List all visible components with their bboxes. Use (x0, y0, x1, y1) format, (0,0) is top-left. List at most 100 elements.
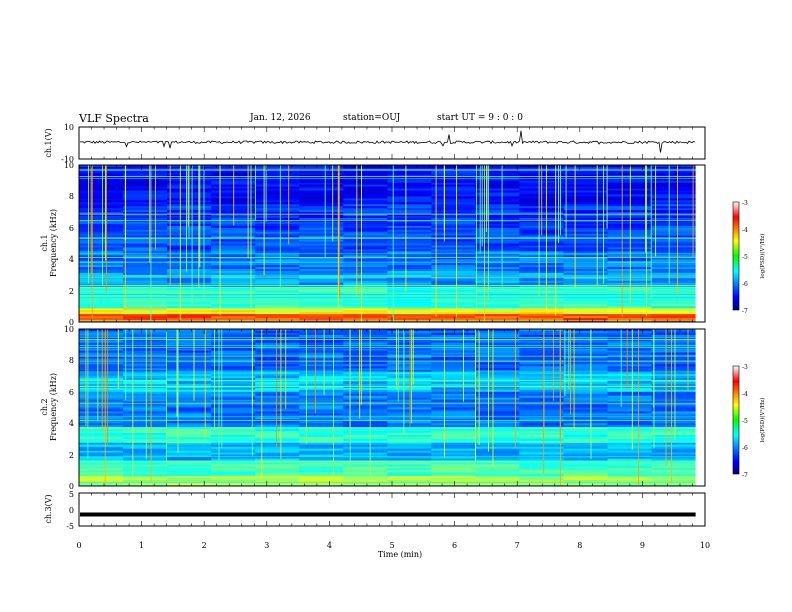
spectrogram-cell (343, 482, 388, 485)
ch3-ytick-m5: -5 (66, 522, 74, 531)
spectrogram-cell (519, 458, 564, 461)
spectrogram-cell (123, 208, 168, 211)
spectrogram-cell (519, 460, 564, 463)
spectrogram-cell (563, 407, 609, 410)
spectrogram-cell (255, 302, 300, 305)
spectrogram-cell (607, 206, 653, 209)
spectrogram-cell (387, 460, 432, 463)
spectrogram-cell (387, 227, 432, 231)
spectrogram-cell (431, 290, 476, 293)
spectrogram-cell (343, 221, 388, 225)
spectrogram-cell (343, 403, 388, 406)
ch2-ytick-4: 4 (69, 419, 74, 428)
spectrogram-cell (299, 302, 344, 305)
spectrogram-cell (607, 456, 653, 459)
spectrogram-cell (167, 276, 212, 280)
spectrogram-cell (387, 427, 432, 430)
spectrogram-cell (607, 192, 653, 195)
spectrogram-cell (255, 269, 300, 272)
spectrogram-cell (651, 200, 697, 203)
spectrogram-cell (79, 401, 124, 404)
spectrogram-cell (387, 286, 432, 289)
spectrogram-cell (431, 393, 476, 397)
spectrogram-cell (211, 251, 256, 254)
spectrogram-cell (651, 452, 697, 455)
spectrogram-cell (651, 366, 697, 369)
spectrogram-cell (651, 423, 697, 426)
spectrogram-cell (343, 190, 388, 193)
spectrogram-cell (167, 306, 212, 309)
spectrogram-cell (519, 257, 564, 260)
spectrogram-cell (167, 304, 212, 307)
spectrogram-cell (475, 306, 520, 309)
spectrogram-cell (563, 165, 609, 168)
spectrogram-cell (299, 200, 344, 203)
spectrogram-cell (299, 360, 344, 363)
spectrogram-cell (563, 334, 609, 338)
spectrogram-cell (211, 464, 256, 467)
spectrogram-cell (79, 407, 124, 410)
spectrogram-cell (343, 366, 388, 369)
spectrogram-cell (299, 425, 344, 428)
spectrogram-cell (211, 271, 256, 274)
spectrogram-cell (563, 167, 609, 170)
spectrogram-cell (475, 174, 520, 178)
spectrogram-cell (651, 464, 697, 467)
spectrogram-cell (255, 413, 300, 416)
spectrogram-cell (79, 446, 124, 450)
spectrogram-cell (299, 251, 344, 254)
spectrogram-cell (519, 306, 564, 309)
spectrogram-cell (79, 235, 124, 238)
spectrogram-cell (475, 235, 520, 238)
spectrogram-cell (123, 292, 168, 295)
spectrogram-cell (607, 310, 653, 313)
spectrogram-cell (299, 241, 344, 244)
spectrogram-cell (255, 380, 300, 383)
spectrogram-cell (255, 174, 300, 178)
spectrogram-cell (167, 448, 212, 451)
spectrogram-cell (255, 243, 300, 246)
spectrogram-cell (563, 391, 609, 395)
spectrogram-cell (519, 387, 564, 391)
spectrogram-cell (343, 316, 388, 319)
spectrogram-cell (167, 431, 212, 434)
spectrogram-cell (123, 196, 168, 199)
spectrogram-cell (343, 364, 388, 367)
spectrogram-cell (651, 194, 697, 197)
spectrogram-cell (475, 454, 520, 457)
spectrogram-cell (255, 476, 300, 479)
spectrogram-cell (211, 466, 256, 469)
spectrogram-cell (123, 241, 168, 244)
spectrogram-cell (255, 249, 300, 252)
spectrogram-cell (651, 340, 697, 344)
spectrogram-cell (79, 182, 124, 185)
spectrogram-cell (519, 391, 564, 395)
spectrogram-cell (343, 380, 388, 383)
spectrogram-cell (431, 257, 476, 260)
spectrogram-cell (431, 378, 476, 381)
spectrogram-cell (431, 221, 476, 225)
spectrogram-cell (123, 312, 168, 315)
spectrogram-cell (79, 425, 124, 428)
spectrogram-cell (211, 255, 256, 258)
spectrogram-cell (475, 431, 520, 434)
spectrogram-cell (211, 380, 256, 383)
spectrogram-cell (475, 210, 520, 213)
spectrogram-cell (563, 235, 609, 238)
spectrogram-cell (563, 245, 609, 248)
spectrogram-cell (387, 247, 432, 250)
spectrogram-cell (519, 271, 564, 274)
spectrogram-cell (211, 308, 256, 311)
spectrogram-cell (299, 452, 344, 455)
ch1-ylabel-channel: ch.1 (40, 234, 49, 251)
spectrogram-cell (387, 269, 432, 272)
spectrogram-cell (167, 425, 212, 428)
spectrogram-cell (343, 454, 388, 457)
spectrogram-cell (563, 413, 609, 416)
spectrogram-cell (299, 196, 344, 199)
spectrogram-cell (519, 336, 564, 340)
spectrogram-cell (167, 423, 212, 426)
spectrogram-cell (607, 290, 653, 293)
spectrogram-cell (475, 165, 520, 168)
spectrogram-cell (475, 255, 520, 258)
